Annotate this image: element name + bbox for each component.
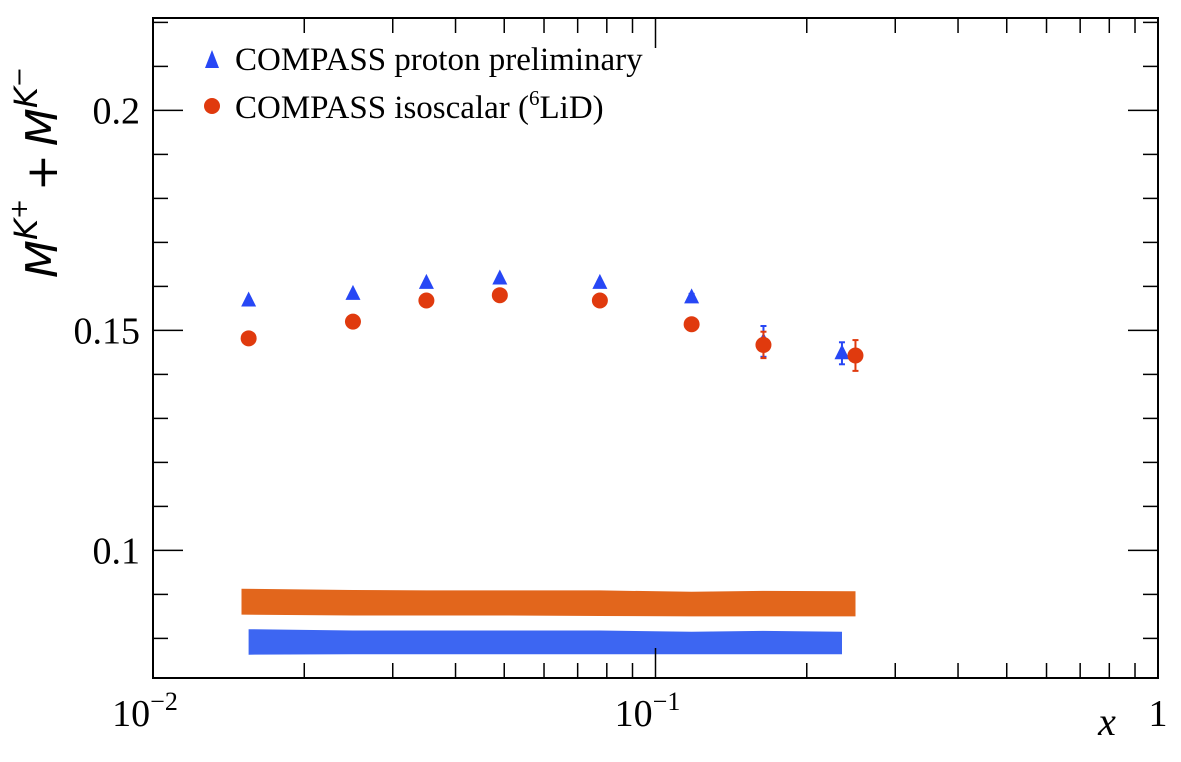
legend-isoscalar-text-post: LiD) bbox=[540, 90, 604, 126]
legend: COMPASS proton preliminary COMPASS isosc… bbox=[204, 42, 643, 126]
x-tick-exponent: −2 bbox=[150, 687, 178, 716]
data-point-proton bbox=[592, 273, 608, 289]
x-tick-base: 10 bbox=[112, 693, 150, 735]
legend-isoscalar-label: COMPASS isoscalar (6LiD) bbox=[235, 86, 604, 126]
x-tick-label: 10−2 bbox=[112, 687, 178, 735]
data-point-proton bbox=[834, 344, 850, 360]
data-point-proton bbox=[345, 284, 361, 300]
ylabel-sym-2: M bbox=[17, 108, 68, 146]
axis-ticks bbox=[152, 18, 1158, 678]
x-tick-label: 10−1 bbox=[615, 687, 681, 735]
legend-isoscalar-text-pre: COMPASS isoscalar ( bbox=[235, 90, 529, 126]
legend-triangle-marker bbox=[205, 50, 219, 68]
data-point-proton bbox=[418, 273, 434, 289]
x-axis-label: x bbox=[1097, 699, 1116, 744]
data-point-isoscalar bbox=[344, 313, 361, 330]
data-point-isoscalar bbox=[418, 292, 435, 309]
data-point-isoscalar bbox=[755, 336, 772, 353]
data-point-proton bbox=[241, 291, 257, 307]
x-tick-base: 10 bbox=[615, 693, 653, 735]
data-point-isoscalar bbox=[240, 330, 257, 347]
x-tick-label: 1 bbox=[1149, 693, 1168, 735]
svg-text:MK++MK−: MK++MK− bbox=[5, 67, 68, 278]
uncertainty-bands bbox=[241, 588, 856, 655]
band-1 bbox=[248, 629, 843, 655]
y-tick-label: 0.1 bbox=[93, 530, 141, 572]
data-point-proton bbox=[492, 269, 508, 285]
x-tick-labels: 10−2 10−1 1 bbox=[112, 687, 1167, 735]
data-series bbox=[240, 269, 864, 372]
y-tick-label: 0.15 bbox=[74, 310, 141, 352]
y-axis-label: MK++MK− bbox=[5, 67, 68, 278]
ylabel-plus: + bbox=[17, 154, 68, 191]
ylabel-sup-2: K bbox=[7, 84, 45, 108]
ylabel-sup-2b: − bbox=[5, 67, 33, 87]
band-0 bbox=[241, 588, 856, 617]
legend-isoscalar-sup: 6 bbox=[529, 86, 540, 110]
ylabel-sup-1b: + bbox=[5, 199, 33, 219]
data-point-isoscalar bbox=[591, 292, 608, 309]
legend-circle-marker bbox=[204, 98, 220, 114]
legend-proton-text: COMPASS proton preliminary bbox=[235, 42, 643, 78]
ylabel-sym-1: M bbox=[17, 240, 68, 278]
x-tick-exponent: −1 bbox=[653, 687, 681, 716]
y-tick-labels: 0.1 0.15 0.2 bbox=[74, 90, 141, 572]
data-point-proton bbox=[684, 288, 700, 304]
data-point-isoscalar bbox=[683, 316, 700, 333]
y-tick-label: 0.2 bbox=[93, 90, 141, 132]
data-point-isoscalar bbox=[491, 287, 508, 304]
ylabel-sup-1: K bbox=[7, 216, 45, 240]
data-point-isoscalar bbox=[847, 347, 864, 364]
